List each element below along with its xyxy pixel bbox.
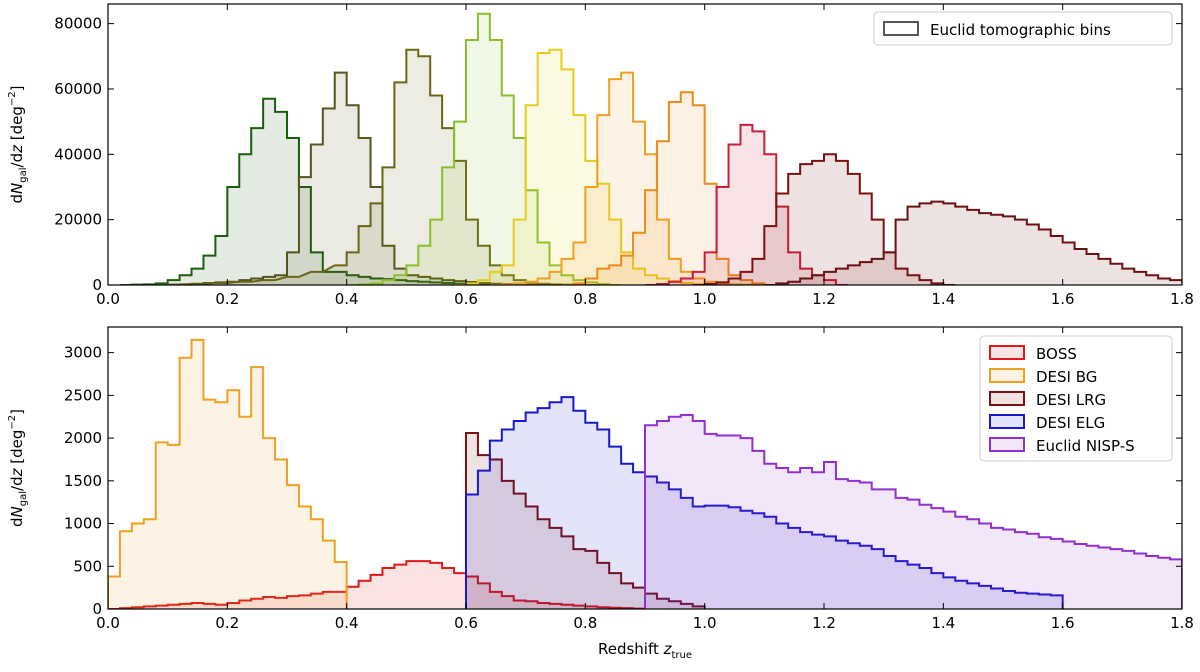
y-tick-label: 3000 (64, 344, 102, 362)
legend-label: DESI BG (1036, 368, 1097, 386)
x-tick-label: 1.0 (693, 290, 717, 308)
x-tick-label: 0.6 (454, 614, 478, 632)
x-tick-label: 0.8 (573, 290, 597, 308)
series-line-bin-3 (166, 48, 598, 285)
series-line-bin-4 (346, 12, 622, 285)
y-axis-label: dNgal/dz [deg−2] (7, 409, 29, 527)
series-fill-bin-8 (645, 124, 848, 285)
legend-swatch (989, 437, 1025, 452)
series-fill-desi-lrg (466, 432, 705, 609)
y-tick-label: 40000 (54, 145, 102, 163)
legend-label: Euclid tomographic bins (930, 21, 1111, 39)
legend-label: DESI LRG (1036, 391, 1106, 409)
x-tick-label: 0.4 (335, 614, 359, 632)
y-tick-label: 2500 (64, 386, 102, 404)
legend-swatch (989, 368, 1025, 383)
legend-swatch (989, 345, 1025, 360)
series-fill-bin-6 (489, 72, 765, 285)
x-tick-label: 1.8 (1170, 614, 1194, 632)
y-tick-label: 1500 (64, 472, 102, 490)
y-tick-label: 0 (92, 600, 102, 618)
x-tick-label: 1.6 (1051, 290, 1075, 308)
y-tick-label: 0 (92, 276, 102, 294)
y-tick-label: 60000 (54, 80, 102, 98)
legend-label: DESI ELG (1036, 414, 1105, 432)
x-tick-label: 1.2 (812, 614, 836, 632)
series-fill-euclid-nisp-s (645, 415, 1182, 609)
plot-frame (107, 326, 1183, 610)
x-tick-label: 0.2 (215, 614, 239, 632)
series-line-bin-9 (692, 153, 956, 285)
series-line-euclid-nisp-s (644, 414, 1182, 609)
bottom-panel-surveys: 0.0 0.2 0.4 0.6 0.8 1.0 1.2 1.4 1.6 1.8 0 500 1000 15… (7, 326, 1194, 661)
series-line-desi-bg (108, 338, 348, 609)
legend-box (873, 11, 1173, 46)
x-tick-label: 1.2 (812, 290, 836, 308)
series-line-desi-lrg (465, 431, 706, 609)
series-fill-bin-2 (167, 72, 550, 285)
series-group (119, 12, 1182, 285)
series-line-desi-elg (465, 396, 1064, 609)
x-tick-label: 0.2 (215, 290, 239, 308)
legend-label: BOSS (1036, 345, 1077, 363)
x-tick-label: 0.6 (454, 290, 478, 308)
x-tick-label: 0.0 (96, 614, 120, 632)
series-line-bin-10 (764, 200, 1182, 285)
series-fill-bin-4 (346, 13, 622, 285)
series-fill-desi-bg (108, 339, 347, 609)
series-fill-bin-5 (454, 49, 729, 285)
series-group (108, 338, 1182, 609)
legend-box (979, 335, 1173, 462)
series-fill-bin-1 (119, 98, 526, 285)
legend-swatch (989, 414, 1025, 429)
plot-frame (107, 3, 1183, 286)
y-tick-label: 20000 (54, 211, 102, 229)
y-axis-label: dNgal/dz [deg−2] (7, 86, 29, 204)
y-tick-label: 80000 (54, 15, 102, 33)
y-tick-label: 500 (73, 557, 102, 575)
series-fill-bin-10 (764, 201, 1182, 285)
x-tick-label: 1.4 (931, 614, 955, 632)
series-fill-bin-7 (561, 92, 777, 285)
legend-swatch (883, 21, 919, 36)
x-axis-label: Redshift ztrue (598, 640, 692, 661)
x-tick-label: 1.0 (693, 614, 717, 632)
legend-swatch (989, 391, 1025, 406)
series-fill-desi-elg (466, 397, 1063, 609)
series-line-bin-1 (119, 97, 526, 285)
y-tick-label: 2000 (64, 429, 102, 447)
x-tick-label: 1.6 (1051, 614, 1075, 632)
x-tick-label: 0.4 (335, 290, 359, 308)
legend-label: Euclid NISP-S (1036, 437, 1135, 455)
x-tick-label: 1.8 (1170, 290, 1194, 308)
x-tick-label: 0.8 (573, 614, 597, 632)
top-panel-euclid-bins: 0.0 0.2 0.4 0.6 0.8 1.0 1.2 1.4 1.6 1.8 0 20000 4000… (7, 3, 1194, 308)
x-tick-label: 1.4 (931, 290, 955, 308)
series-line-boss (108, 560, 646, 609)
series-line-bin-8 (645, 123, 848, 285)
x-tick-label: 0.0 (96, 290, 120, 308)
y-tick-label: 1000 (64, 515, 102, 533)
